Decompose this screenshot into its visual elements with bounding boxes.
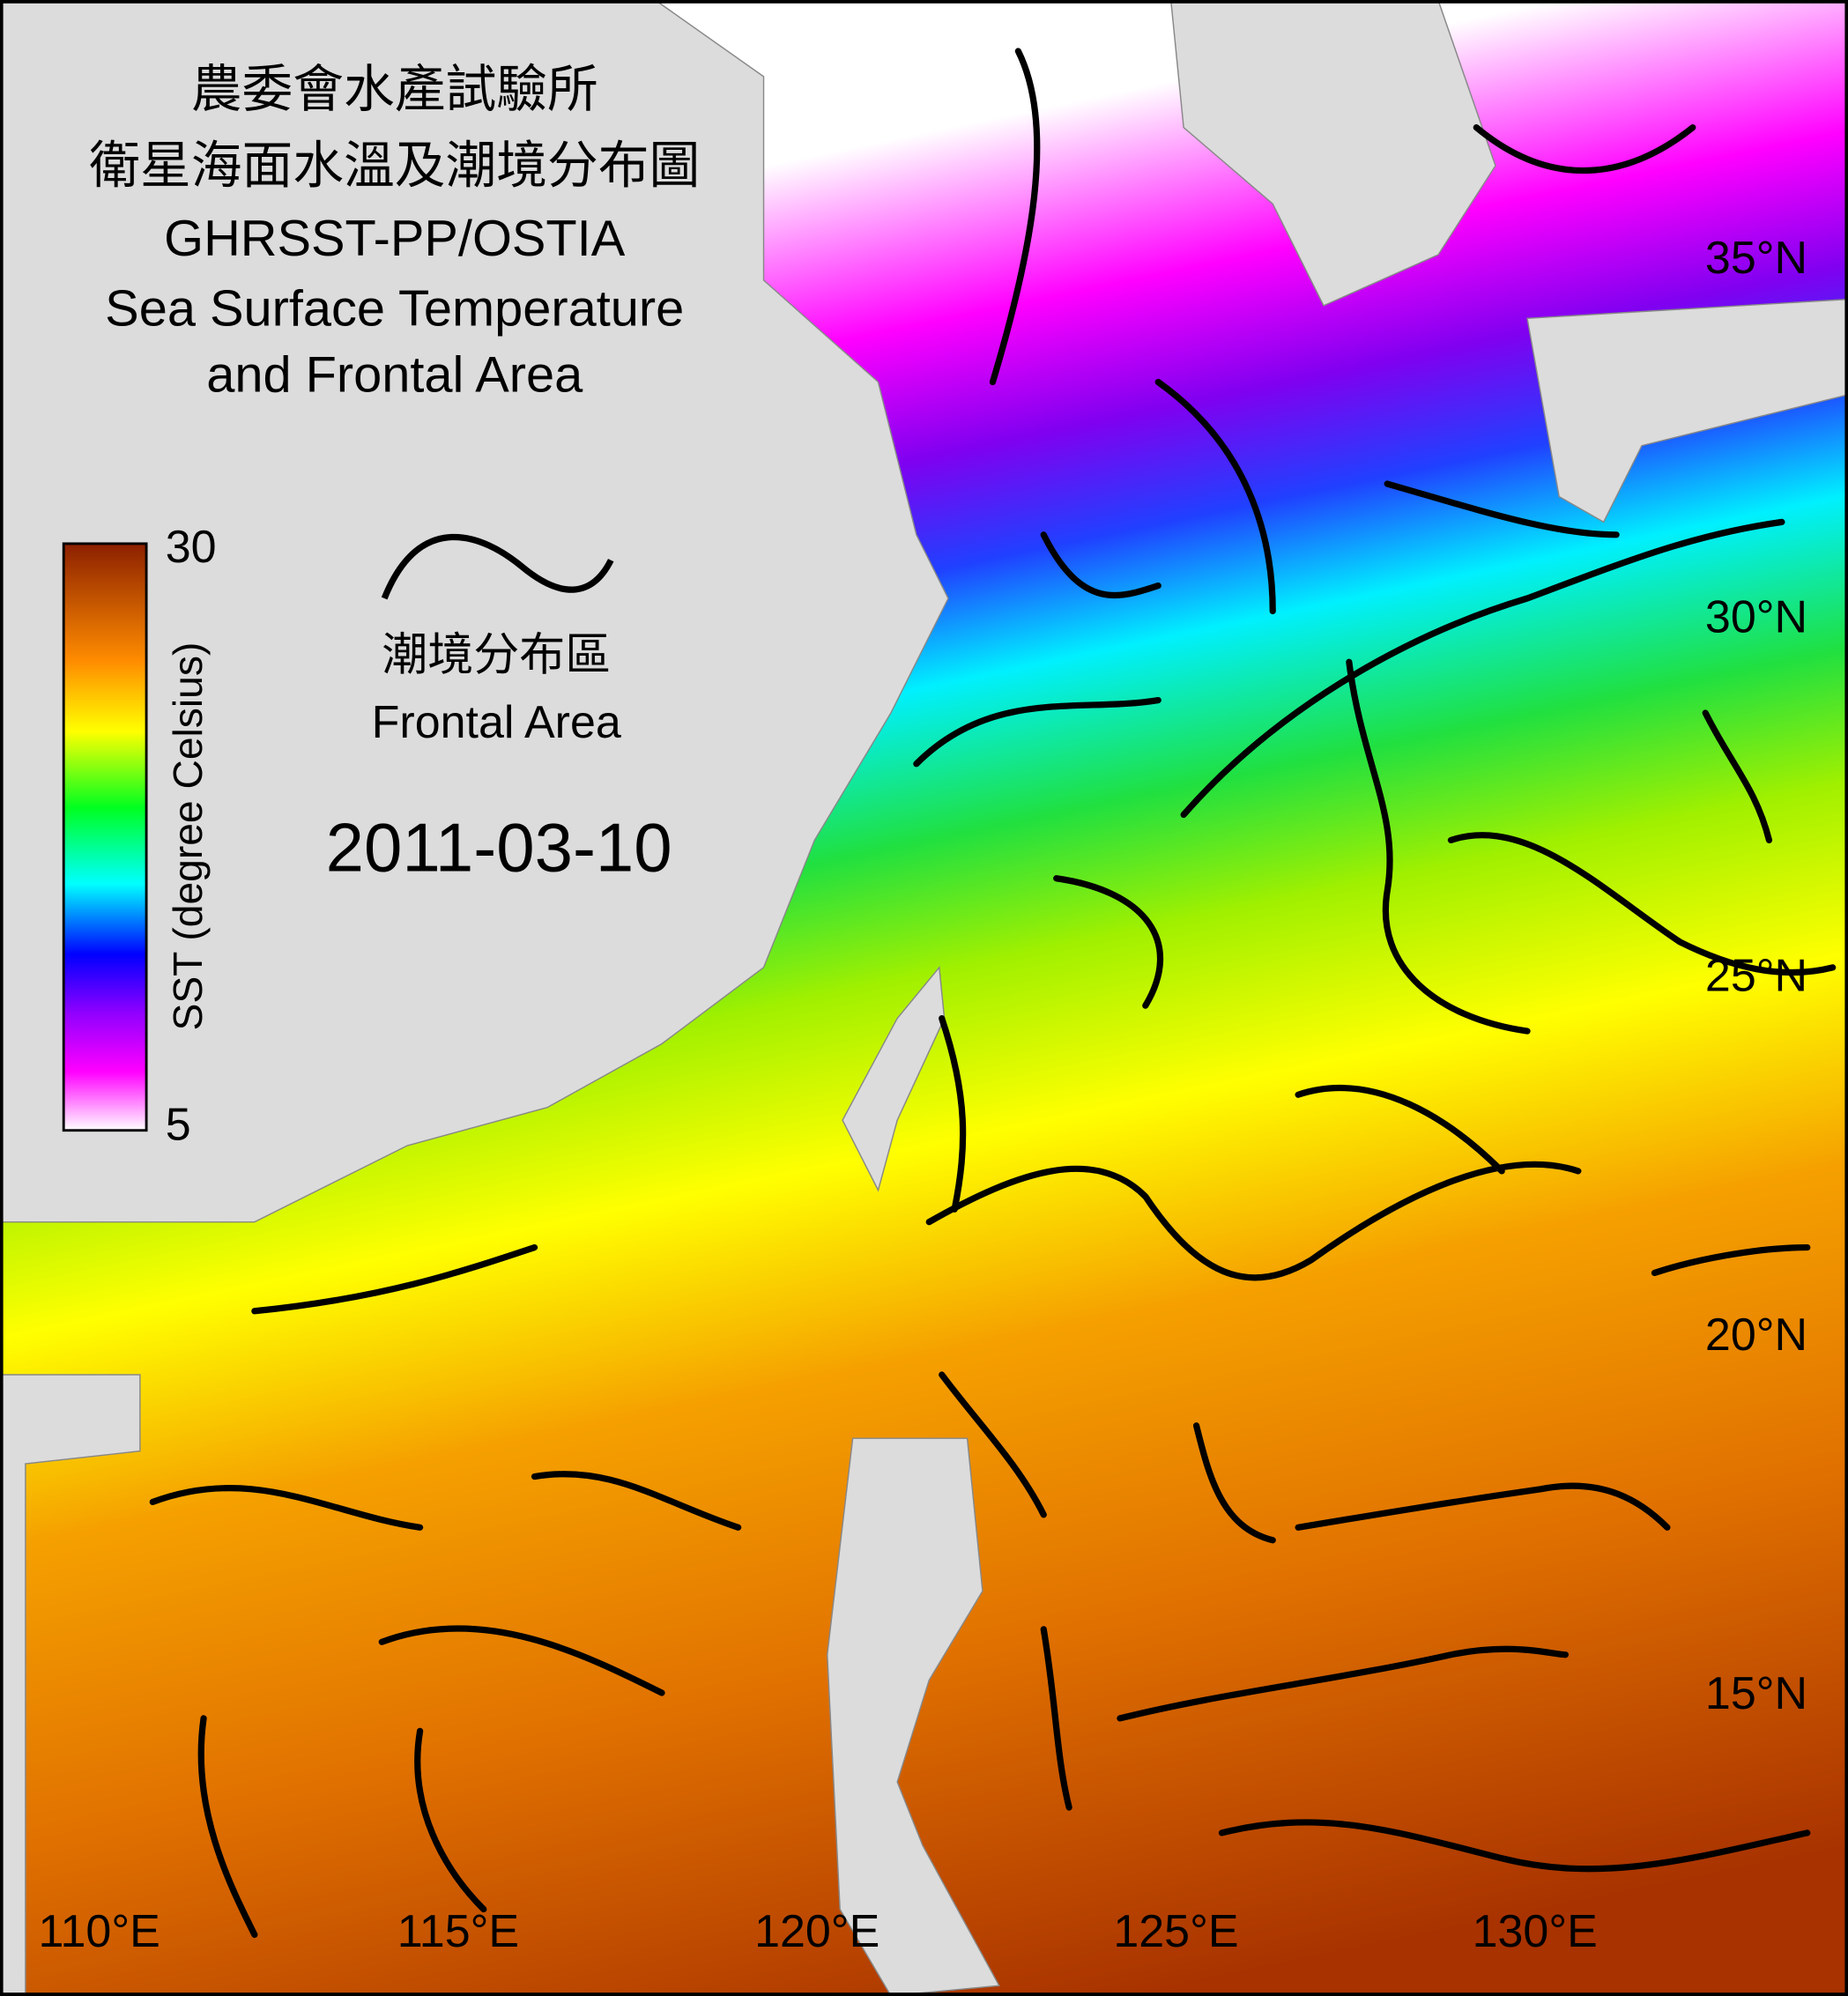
legend-label: 潮境分布區: [382, 630, 611, 681]
title-line: GHRSST-PP/OSTIA: [164, 211, 626, 267]
frontal-lines: [149, 48, 1837, 1939]
lat-label: 15°N: [1705, 1668, 1807, 1719]
title-line: and Frontal Area: [206, 346, 583, 403]
title-line: Sea Surface Temperature: [105, 280, 684, 337]
lon-label: 130°E: [1473, 1906, 1598, 1957]
legend-line: [381, 533, 614, 600]
lat-label: 30°N: [1705, 591, 1807, 642]
lat-label: 20°N: [1705, 1310, 1807, 1361]
legend-label: Frontal Area: [372, 697, 621, 748]
date: 2011-03-10: [326, 808, 672, 886]
title-line: 農委會水產試驗所: [191, 62, 598, 118]
lat-label: 25°N: [1705, 951, 1807, 1002]
colorbar-max: 30: [166, 522, 217, 573]
colorbar-label: SST (degree Celsius): [165, 642, 211, 1031]
lon-label: 120°E: [754, 1906, 879, 1957]
colorbar: [62, 542, 148, 1132]
lon-label: 110°E: [38, 1906, 160, 1957]
lon-label: 115°E: [397, 1906, 519, 1957]
lon-label: 125°E: [1113, 1906, 1238, 1957]
lat-label: 35°N: [1705, 233, 1807, 284]
colorbar-min: 5: [166, 1100, 191, 1151]
title-line: 衛星海面水溫及潮境分布圖: [89, 138, 700, 195]
